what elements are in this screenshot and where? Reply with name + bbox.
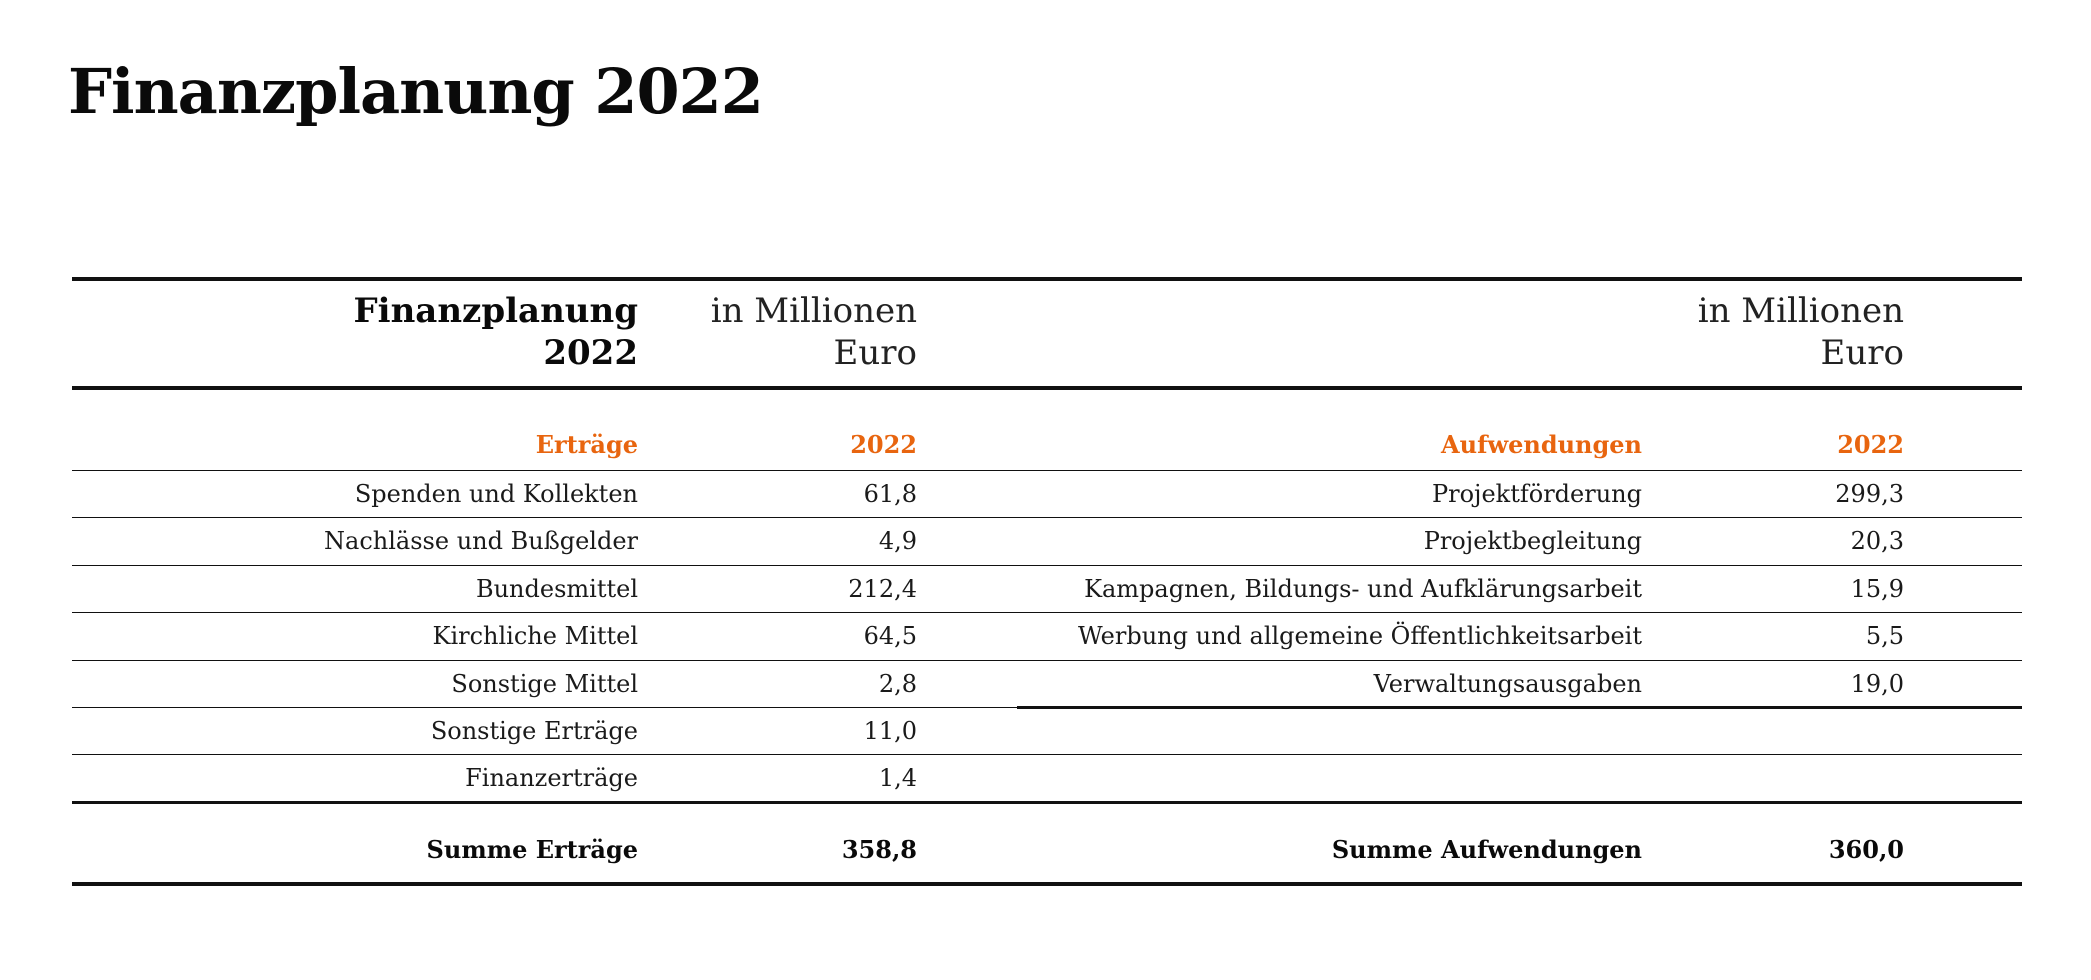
income-row-label: Spenden und Kollekten xyxy=(354,480,638,508)
expenses-year-heading: 2022 xyxy=(1837,430,1904,459)
expenses-heading: Aufwendungen xyxy=(1441,430,1642,459)
expenses-row-value: 5,5 xyxy=(1865,622,1904,650)
income-row-value: 64,5 xyxy=(863,622,917,650)
expenses-unit-line1: in Millionen xyxy=(1697,291,1904,331)
income-unit-line1: in Millionen xyxy=(710,291,917,331)
expenses-unit-header: in Millionen Euro xyxy=(1698,290,1904,374)
row-divider xyxy=(72,660,2022,661)
income-row-value: 1,4 xyxy=(878,764,917,792)
expenses-row-value: 299,3 xyxy=(1835,480,1904,508)
expenses-end-rule xyxy=(1017,706,2022,709)
income-row-label: Bundesmittel xyxy=(475,575,638,603)
totals-top-rule xyxy=(72,801,2022,804)
expenses-total-value: 360,0 xyxy=(1828,835,1904,864)
expenses-row-value: 19,0 xyxy=(1850,670,1904,698)
income-unit-header: in Millionen Euro xyxy=(711,290,917,374)
table-top-rule xyxy=(72,277,2022,281)
table-title-line1: Finanzplanung xyxy=(353,291,638,331)
income-row-value: 2,8 xyxy=(878,670,917,698)
row-divider xyxy=(72,470,2022,471)
income-total-label: Summe Erträge xyxy=(426,835,638,864)
income-year-heading: 2022 xyxy=(850,430,917,459)
page-title: Finanzplanung 2022 xyxy=(68,55,764,128)
expenses-row-label: Kampagnen, Bildungs- und Aufklärungsarbe… xyxy=(1084,575,1642,603)
expenses-row-value: 15,9 xyxy=(1850,575,1904,603)
row-divider xyxy=(72,565,2022,566)
expenses-unit-line2: Euro xyxy=(1820,333,1904,373)
expenses-row-label: Projektförderung xyxy=(1431,480,1642,508)
expenses-row-label: Projektbegleitung xyxy=(1423,527,1642,555)
row-divider xyxy=(72,754,2022,755)
income-row-label: Kirchliche Mittel xyxy=(432,622,638,650)
income-row-value: 61,8 xyxy=(863,480,917,508)
row-divider xyxy=(72,612,2022,613)
income-row-label: Sonstige Mittel xyxy=(451,670,638,698)
income-row-value: 11,0 xyxy=(863,717,917,745)
header-bottom-rule xyxy=(72,386,2022,390)
expenses-row-value: 20,3 xyxy=(1850,527,1904,555)
income-heading: Erträge xyxy=(535,430,638,459)
expenses-row-label: Werbung und allgemeine Öffentlichkeitsar… xyxy=(1077,622,1642,650)
expenses-row-label: Verwaltungsausgaben xyxy=(1373,670,1642,698)
row-divider xyxy=(72,707,1017,708)
income-row-label: Sonstige Erträge xyxy=(430,717,638,745)
row-divider xyxy=(72,517,2022,518)
income-row-label: Nachlässe und Bußgelder xyxy=(324,527,638,555)
income-unit-line2: Euro xyxy=(833,333,917,373)
income-row-value: 4,9 xyxy=(878,527,917,555)
income-row-label: Finanzerträge xyxy=(465,764,638,792)
table-bottom-rule xyxy=(72,882,2022,886)
income-row-value: 212,4 xyxy=(848,575,917,603)
income-total-value: 358,8 xyxy=(841,835,917,864)
expenses-total-label: Summe Aufwendungen xyxy=(1331,835,1642,864)
table-title-line2: 2022 xyxy=(543,333,638,373)
table-title: Finanzplanung 2022 xyxy=(354,290,638,374)
